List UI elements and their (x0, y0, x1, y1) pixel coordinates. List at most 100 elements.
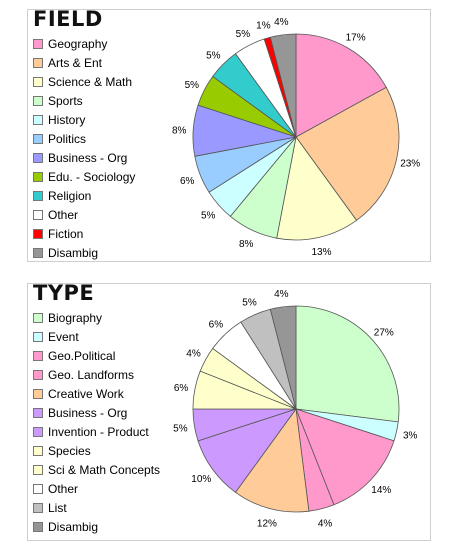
type-legend-item-other: Other (33, 479, 160, 498)
field-legend-label: Fiction (48, 226, 84, 241)
type-legend-label: Other (48, 481, 79, 496)
field-legend-label: Edu. - Sociology (48, 169, 136, 184)
type-legend-swatch (33, 426, 43, 437)
type-pie-chart: 27% 3% 14% 4% 12% 10% 5% 6% 4% 6% 5% 4% (173, 289, 418, 529)
type-legend-item-species: Species (33, 441, 160, 460)
field-data-label-fiction: 1% (256, 21, 271, 32)
field-legend-label: Other (48, 207, 79, 222)
field-legend-item-sports: Sports (33, 91, 135, 110)
type-legend-item-sci-math-concepts: Sci & Math Concepts (33, 460, 160, 479)
field-slice-science-math (276, 136, 358, 241)
field-data-label-arts-ent: 23% (400, 159, 420, 170)
field-legend-label: Sports (48, 93, 83, 108)
type-legend-swatch (33, 502, 43, 513)
type-slice-biography (295, 305, 400, 423)
field-slice-arts-ent (295, 86, 400, 221)
field-data-label-geography: 17% (346, 32, 366, 43)
type-legend-label: Geo.Political (48, 348, 116, 363)
field-data-label-business-org: 8% (172, 126, 187, 137)
field-legend-swatch (33, 152, 43, 163)
type-legend-label: Disambig (48, 519, 99, 534)
type-legend-item-biography: Biography (33, 308, 160, 327)
type-legend-item-creative-work: Creative Work (33, 384, 160, 403)
type-data-label-geo-political: 14% (371, 485, 391, 496)
field-chart-panel: FIELD Geography Arts & Ent Science & Math S… (27, 7, 431, 262)
type-data-label-sci-math-concepts: 4% (186, 349, 201, 360)
field-data-label-disambig: 4% (274, 17, 289, 28)
field-legend-swatch (33, 209, 43, 220)
type-legend-swatch (33, 445, 43, 456)
type-data-label-creative-work: 12% (257, 518, 277, 529)
type-legend-item-list: List (33, 498, 160, 517)
field-legend-item-politics: Politics (33, 129, 135, 148)
type-data-label-list: 5% (242, 298, 257, 309)
field-data-label-sports: 8% (239, 239, 254, 250)
field-legend-swatch (33, 57, 43, 68)
field-legend-label: Business - Org (48, 150, 128, 165)
type-data-label-geo-landforms: 4% (318, 518, 333, 529)
field-legend-item-history: History (33, 110, 135, 129)
type-legend-label: Creative Work (48, 386, 124, 401)
field-legend-item-other: Other (33, 205, 135, 224)
field-data-label-edu-sociology: 5% (185, 80, 200, 91)
type-legend-label: Sci & Math Concepts (48, 462, 161, 477)
field-legend-item-business-org: Business - Org (33, 148, 135, 167)
type-legend-swatch (33, 350, 43, 361)
field-legend-swatch (33, 76, 43, 87)
type-data-label-other: 6% (209, 320, 224, 331)
field-data-label-politics: 6% (180, 176, 195, 187)
field-legend-swatch (33, 228, 43, 239)
type-data-label-event: 3% (403, 431, 418, 442)
type-legend-swatch (33, 407, 43, 418)
field-legend-item-religion: Religion (33, 186, 135, 205)
field-legend-swatch (33, 171, 43, 182)
type-legend-swatch (33, 312, 43, 323)
field-legend-item-edu-sociology: Edu. - Sociology (33, 167, 135, 186)
field-legend-item-disambig: Disambig (33, 243, 135, 262)
field-legend-item-geography: Geography (33, 34, 135, 53)
field-legend-label: History (48, 112, 86, 127)
type-legend-label: Business - Org (48, 405, 128, 420)
field-legend-label: Science & Math (48, 74, 133, 89)
type-legend-label: Species (48, 443, 91, 458)
type-data-label-species: 6% (174, 383, 189, 394)
type-legend-label: Invention - Product (48, 424, 149, 439)
type-legend-item-disambig: Disambig (33, 517, 160, 536)
type-chart-panel: TYPE Biography Event Geo.Political Geo. Lan… (27, 281, 431, 541)
field-legend-item-arts-ent: Arts & Ent (33, 53, 135, 72)
type-legend: Biography Event Geo.Political Geo. Landform… (33, 308, 160, 536)
type-legend-label: Biography (48, 310, 103, 325)
field-legend-swatch (33, 247, 43, 258)
field-legend-swatch (33, 38, 43, 49)
field-legend-swatch (33, 95, 43, 106)
type-legend-item-business-org: Business - Org (33, 403, 160, 422)
type-slice-disambig (269, 305, 297, 410)
type-data-label-business-org: 10% (191, 474, 211, 485)
field-legend-item-fiction: Fiction (33, 224, 135, 243)
type-data-label-disambig: 4% (274, 289, 289, 300)
type-legend-label: Geo. Landforms (48, 367, 135, 382)
field-legend-label: Politics (48, 131, 87, 146)
type-data-label-invention-product: 5% (173, 423, 188, 434)
field-legend-item-science-math: Science & Math (33, 72, 135, 91)
field-pie-chart: 17% 23% 13% 8% 5% 6% 8% 5% 5% 5% 1% 4% (172, 17, 420, 258)
field-legend-label: Geography (48, 36, 108, 51)
field-legend-swatch (33, 190, 43, 201)
field-legend-label: Religion (48, 188, 92, 203)
type-legend-item-geo-political: Geo.Political (33, 346, 160, 365)
field-legend-swatch (33, 114, 43, 125)
field-slice-disambig (269, 33, 297, 138)
type-legend-item-geo-landforms: Geo. Landforms (33, 365, 160, 384)
type-legend-swatch (33, 521, 43, 532)
type-legend-label: List (48, 500, 67, 515)
type-legend-item-event: Event (33, 327, 160, 346)
field-legend: Geography Arts & Ent Science & Math Sports H… (33, 34, 135, 262)
field-data-label-other: 5% (236, 29, 251, 40)
type-data-label-biography: 27% (374, 328, 394, 339)
field-data-label-religion: 5% (206, 50, 221, 61)
field-chart-title: FIELD (33, 7, 103, 31)
type-slice-creative-work (234, 407, 310, 513)
type-legend-swatch (33, 388, 43, 399)
type-legend-label: Event (48, 329, 79, 344)
field-legend-swatch (33, 133, 43, 144)
